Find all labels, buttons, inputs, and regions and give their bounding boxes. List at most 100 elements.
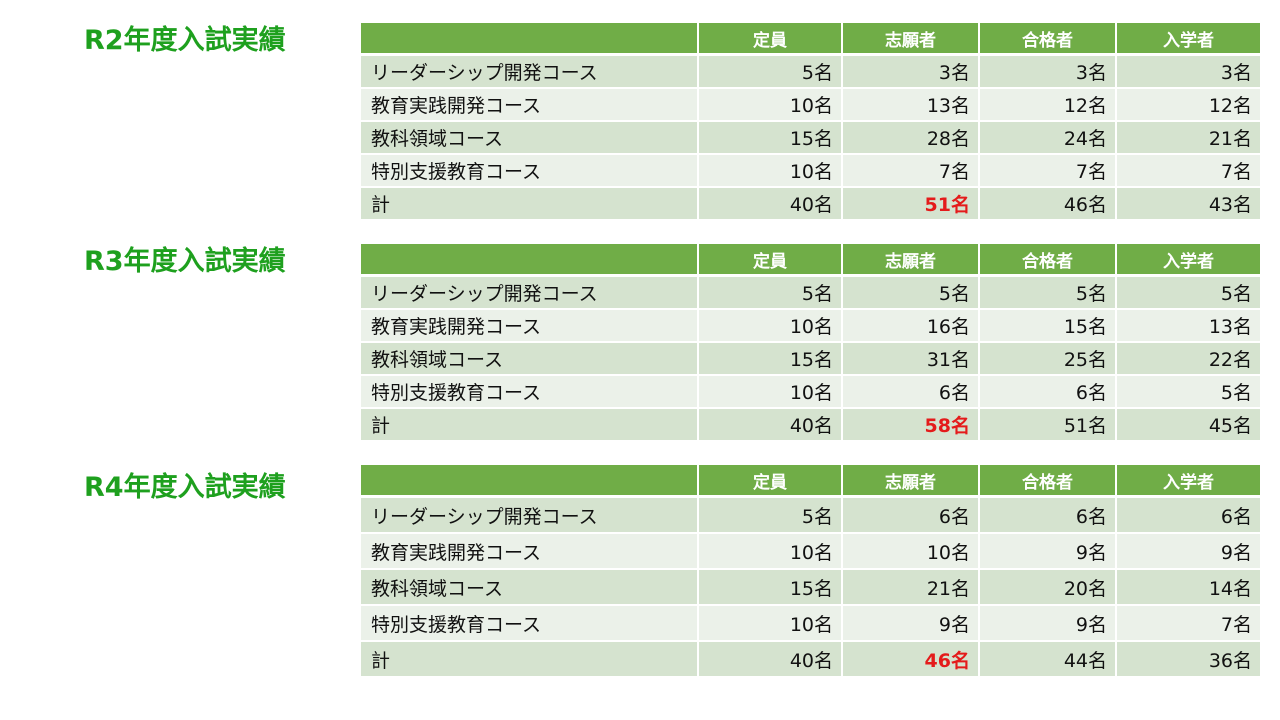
capacity-value: 15名 xyxy=(698,569,843,606)
course-name: 教育実践開発コース xyxy=(361,533,699,570)
header-passed: 合格者 xyxy=(979,465,1117,498)
enrolled-value: 5名 xyxy=(1116,375,1260,409)
section-title-r4: R4年度入試実績 xyxy=(84,472,286,503)
enrolled-value: 6名 xyxy=(1116,496,1260,534)
header-passed: 合格者 xyxy=(979,244,1117,277)
applicants-value: 7名 xyxy=(842,154,980,188)
course-name: 教科領域コース xyxy=(361,342,699,376)
section-title-r3: R3年度入試実績 xyxy=(84,246,286,277)
course-name: リーダーシップ開発コース xyxy=(361,496,699,534)
course-name: リーダーシップ開発コース xyxy=(361,275,699,310)
applicants-value: 31名 xyxy=(842,342,980,376)
applicants-value: 5名 xyxy=(842,275,980,310)
applicants-value: 6名 xyxy=(842,496,980,534)
capacity-value: 5名 xyxy=(698,496,843,534)
passed-value: 20名 xyxy=(979,569,1117,606)
capacity-value: 10名 xyxy=(698,309,843,343)
applicants-value: 10名 xyxy=(842,533,980,570)
header-enrolled: 入学者 xyxy=(1116,465,1260,498)
header-enrolled: 入学者 xyxy=(1116,23,1260,56)
applicants-value: 16名 xyxy=(842,309,980,343)
passed-value: 24名 xyxy=(979,121,1117,155)
total-row: 計 40名 46名 44名 36名 xyxy=(361,641,1260,678)
enrolled-value: 12名 xyxy=(1116,88,1260,122)
table-header-row: 定員 志願者 合格者 入学者 xyxy=(361,465,1260,498)
table-row: 教科領域コース 15名 21名 20名 14名 xyxy=(361,569,1260,606)
course-name: 特別支援教育コース xyxy=(361,154,699,188)
applicants-total: 51名 xyxy=(842,187,980,221)
course-name: 教育実践開発コース xyxy=(361,88,699,122)
table-row: 特別支援教育コース 10名 6名 6名 5名 xyxy=(361,375,1260,409)
header-enrolled: 入学者 xyxy=(1116,244,1260,277)
header-course xyxy=(361,23,699,56)
applicants-total: 58名 xyxy=(842,408,980,442)
capacity-value: 10名 xyxy=(698,605,843,642)
passed-value: 9名 xyxy=(979,605,1117,642)
results-table-r2: 定員 志願者 合格者 入学者 リーダーシップ開発コース 5名 3名 3名 3名 … xyxy=(361,23,1260,221)
passed-value: 7名 xyxy=(979,154,1117,188)
course-name: 特別支援教育コース xyxy=(361,605,699,642)
capacity-total: 40名 xyxy=(698,641,843,678)
enrolled-value: 14名 xyxy=(1116,569,1260,606)
capacity-total: 40名 xyxy=(698,408,843,442)
table-header-row: 定員 志願者 合格者 入学者 xyxy=(361,23,1260,56)
header-passed: 合格者 xyxy=(979,23,1117,56)
enrolled-value: 5名 xyxy=(1116,275,1260,310)
total-label: 計 xyxy=(361,187,699,221)
course-name: 教科領域コース xyxy=(361,569,699,606)
passed-value: 15名 xyxy=(979,309,1117,343)
applicants-total: 46名 xyxy=(842,641,980,678)
total-label: 計 xyxy=(361,641,699,678)
capacity-value: 5名 xyxy=(698,275,843,310)
applicants-value: 21名 xyxy=(842,569,980,606)
results-table-r4: 定員 志願者 合格者 入学者 リーダーシップ開発コース 5名 6名 6名 6名 … xyxy=(361,465,1260,678)
table-header-row: 定員 志願者 合格者 入学者 xyxy=(361,244,1260,277)
passed-value: 9名 xyxy=(979,533,1117,570)
passed-value: 6名 xyxy=(979,496,1117,534)
enrolled-value: 9名 xyxy=(1116,533,1260,570)
capacity-value: 10名 xyxy=(698,375,843,409)
passed-total: 51名 xyxy=(979,408,1117,442)
enrolled-value: 7名 xyxy=(1116,605,1260,642)
table-row: 教科領域コース 15名 28名 24名 21名 xyxy=(361,121,1260,155)
table-row: リーダーシップ開発コース 5名 5名 5名 5名 xyxy=(361,275,1260,310)
applicants-value: 3名 xyxy=(842,54,980,89)
course-name: リーダーシップ開発コース xyxy=(361,54,699,89)
table-row: 教育実践開発コース 10名 16名 15名 13名 xyxy=(361,309,1260,343)
table-row: 特別支援教育コース 10名 9名 9名 7名 xyxy=(361,605,1260,642)
passed-value: 5名 xyxy=(979,275,1117,310)
passed-total: 44名 xyxy=(979,641,1117,678)
table-row: リーダーシップ開発コース 5名 3名 3名 3名 xyxy=(361,54,1260,89)
passed-value: 25名 xyxy=(979,342,1117,376)
applicants-value: 13名 xyxy=(842,88,980,122)
passed-total: 46名 xyxy=(979,187,1117,221)
table-row: リーダーシップ開発コース 5名 6名 6名 6名 xyxy=(361,496,1260,534)
enrolled-value: 21名 xyxy=(1116,121,1260,155)
applicants-value: 6名 xyxy=(842,375,980,409)
capacity-value: 5名 xyxy=(698,54,843,89)
total-row: 計 40名 58名 51名 45名 xyxy=(361,408,1260,442)
enrolled-total: 45名 xyxy=(1116,408,1260,442)
header-applicants: 志願者 xyxy=(842,244,980,277)
capacity-value: 10名 xyxy=(698,88,843,122)
header-capacity: 定員 xyxy=(698,244,843,277)
header-course xyxy=(361,244,699,277)
header-capacity: 定員 xyxy=(698,465,843,498)
results-table-r3: 定員 志願者 合格者 入学者 リーダーシップ開発コース 5名 5名 5名 5名 … xyxy=(361,244,1260,442)
enrolled-total: 36名 xyxy=(1116,641,1260,678)
capacity-value: 10名 xyxy=(698,533,843,570)
table-row: 特別支援教育コース 10名 7名 7名 7名 xyxy=(361,154,1260,188)
enrolled-value: 3名 xyxy=(1116,54,1260,89)
header-capacity: 定員 xyxy=(698,23,843,56)
passed-value: 12名 xyxy=(979,88,1117,122)
enrolled-value: 13名 xyxy=(1116,309,1260,343)
capacity-value: 15名 xyxy=(698,342,843,376)
header-applicants: 志願者 xyxy=(842,465,980,498)
course-name: 教育実践開発コース xyxy=(361,309,699,343)
passed-value: 6名 xyxy=(979,375,1117,409)
applicants-value: 28名 xyxy=(842,121,980,155)
applicants-value: 9名 xyxy=(842,605,980,642)
passed-value: 3名 xyxy=(979,54,1117,89)
enrolled-total: 43名 xyxy=(1116,187,1260,221)
enrolled-value: 7名 xyxy=(1116,154,1260,188)
